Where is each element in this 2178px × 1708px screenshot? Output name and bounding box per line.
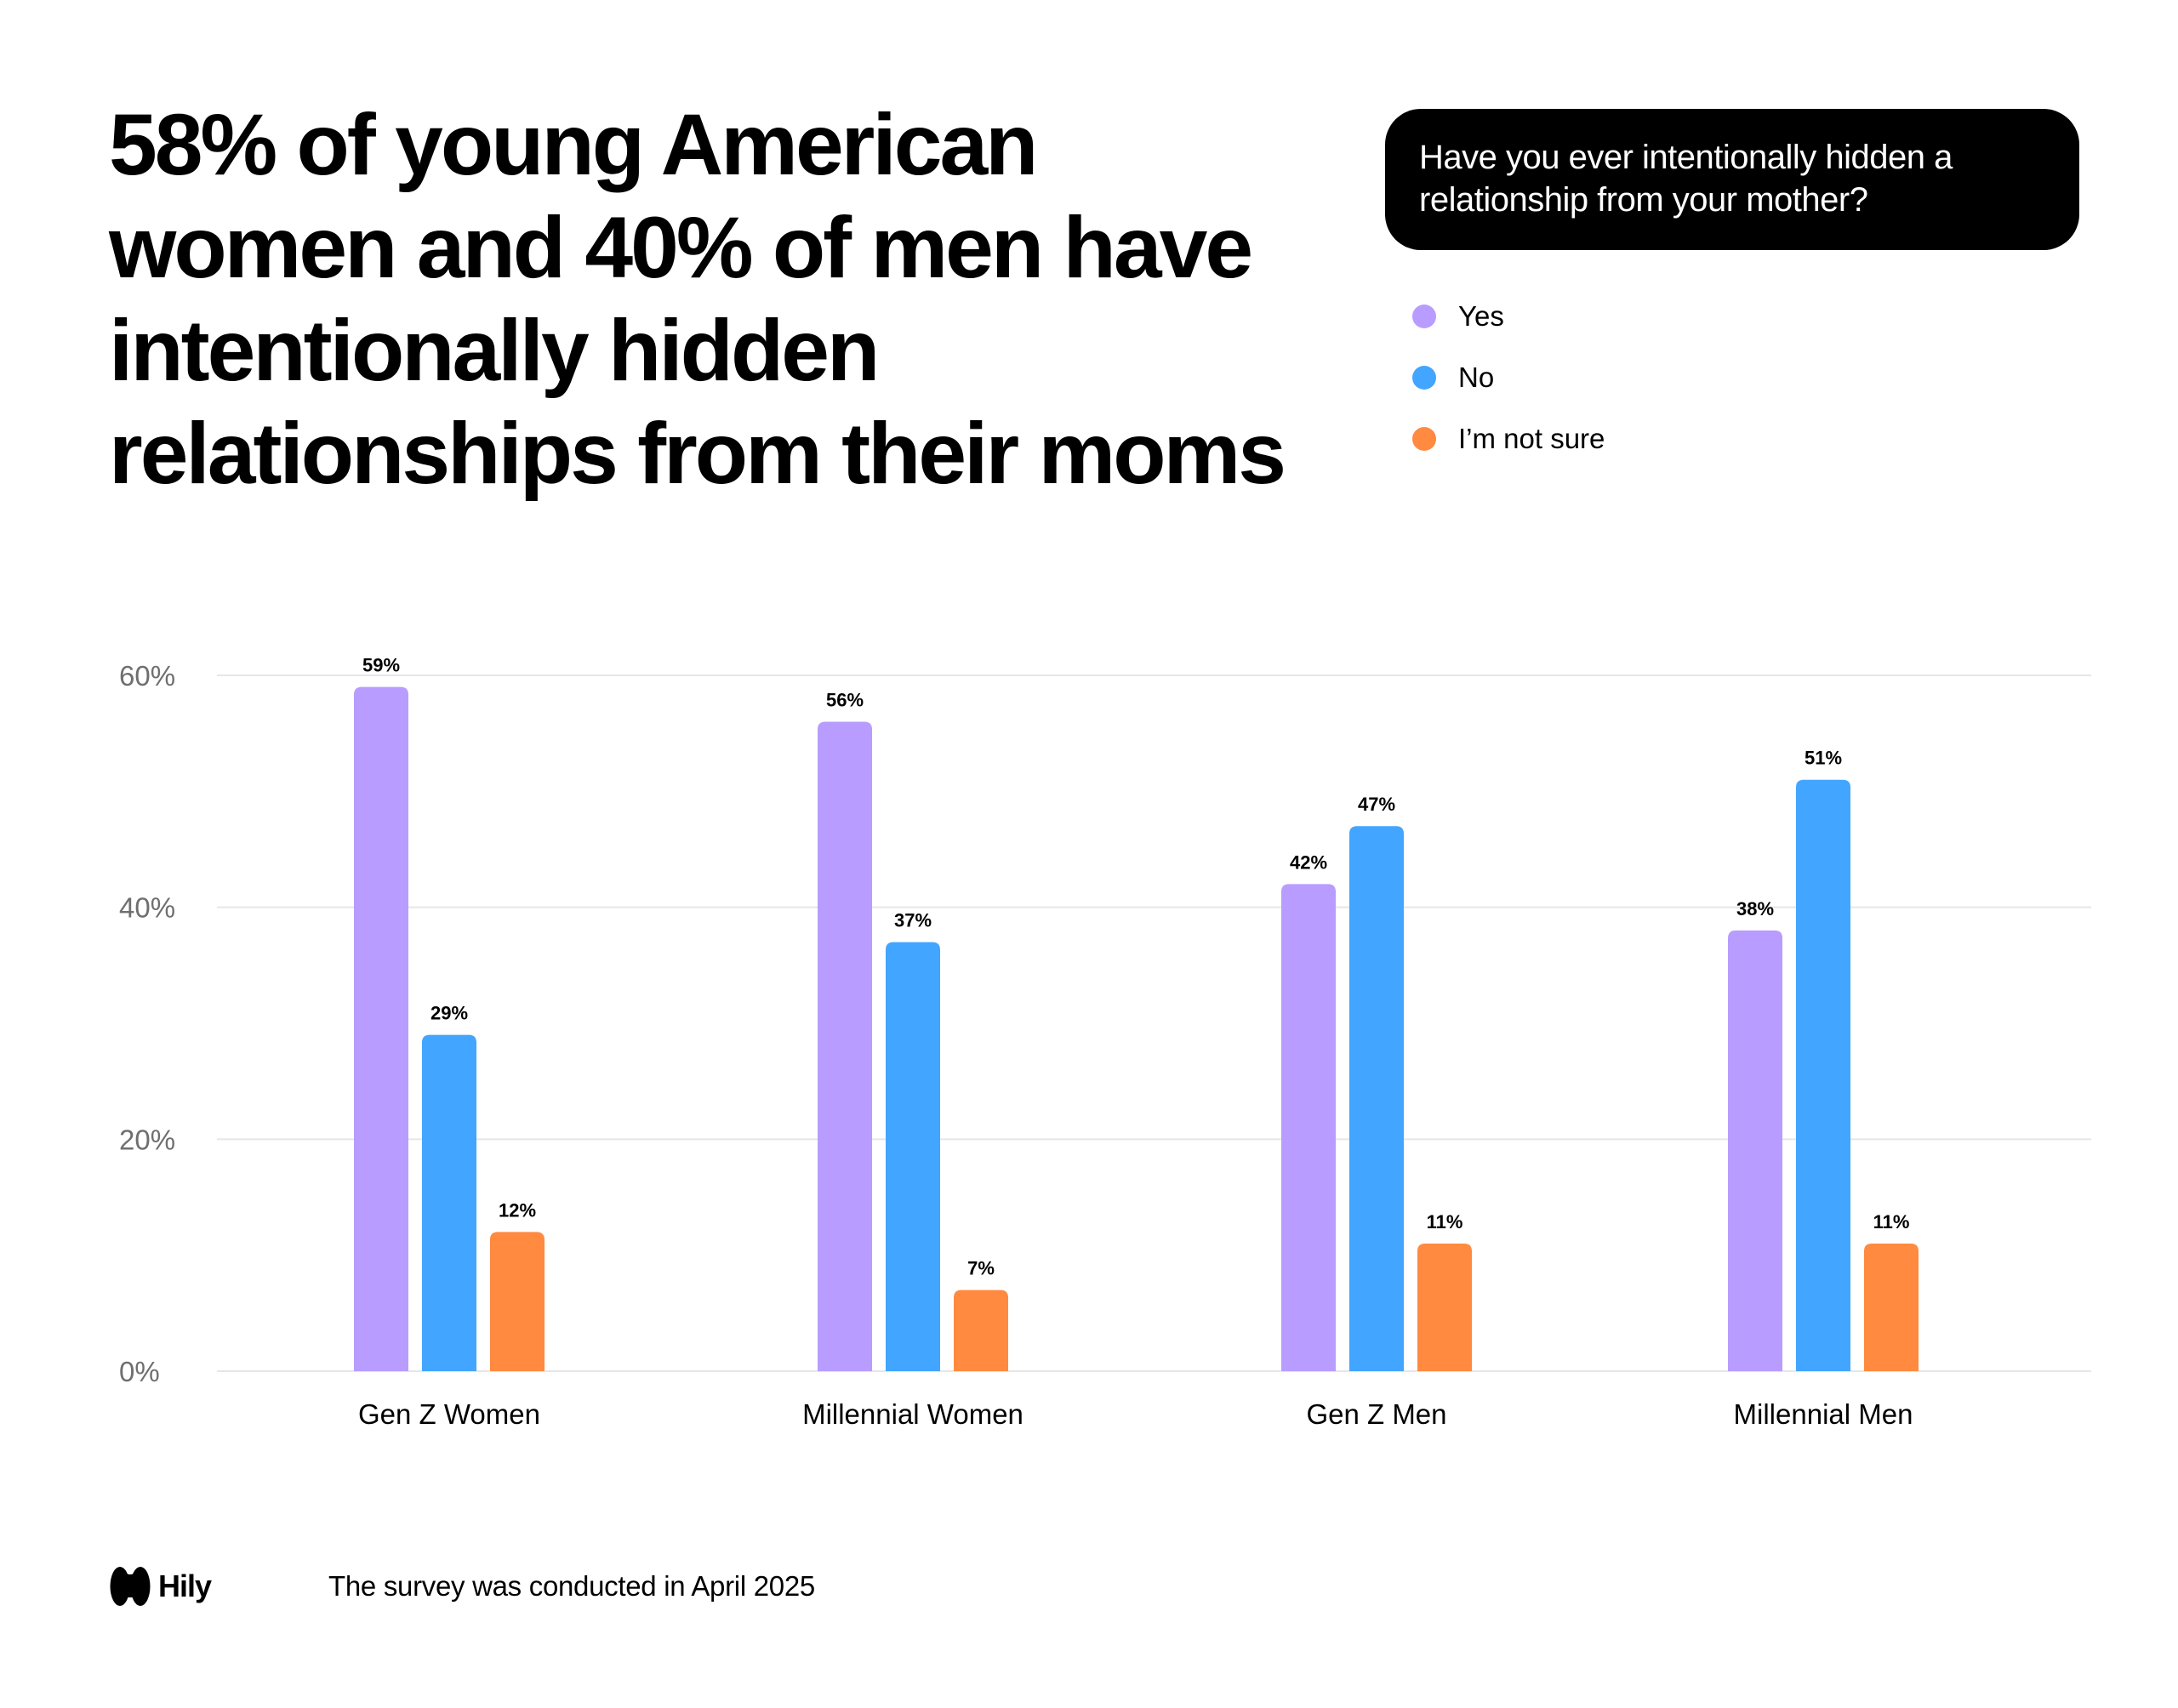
bar: [1281, 884, 1336, 1371]
y-tick-label: 40%: [119, 892, 175, 924]
headline-line: 58% of young American: [109, 96, 1038, 193]
data-label: 59%: [362, 655, 400, 676]
bar: [354, 686, 408, 1371]
bar: [886, 942, 940, 1371]
bar: [1864, 1244, 1919, 1371]
x-tick-label: Gen Z Women: [358, 1398, 540, 1430]
legend-item-no: No: [1412, 347, 1605, 408]
hily-logo-text: Hily: [158, 1569, 212, 1603]
bar: [490, 1232, 544, 1371]
legend-label-not-sure: I’m not sure: [1458, 423, 1605, 454]
legend-item-not-sure: I’m not sure: [1412, 408, 1605, 470]
headline-line: intentionally hidden: [109, 302, 880, 399]
data-label: 12%: [499, 1199, 536, 1221]
hily-logo: Hily: [109, 1563, 212, 1609]
headline-line: women and 40% of men have: [109, 199, 1253, 296]
bar: [954, 1290, 1008, 1371]
x-tick-label: Millennial Women: [802, 1398, 1023, 1430]
data-label: 11%: [1873, 1211, 1910, 1233]
data-label: 56%: [826, 690, 864, 711]
data-label: 42%: [1290, 851, 1327, 873]
data-label: 7%: [967, 1258, 995, 1279]
hily-logo-icon: [110, 1567, 151, 1606]
bar: [422, 1034, 476, 1371]
data-label: 38%: [1736, 898, 1774, 919]
chart-legend: Yes No I’m not sure: [1412, 286, 1605, 470]
y-tick-label: 0%: [119, 1356, 160, 1387]
data-label: 51%: [1805, 748, 1842, 769]
data-label: 11%: [1427, 1211, 1463, 1233]
question-box: Have you ever intentionally hidden a rel…: [1385, 109, 2079, 250]
x-tick-label: Gen Z Men: [1306, 1398, 1446, 1430]
data-label: 47%: [1358, 794, 1395, 815]
legend-dot-not-sure: [1412, 427, 1436, 451]
bar: [1417, 1244, 1472, 1371]
bar: [1349, 826, 1404, 1371]
survey-note: The survey was conducted in April 2025: [328, 1570, 815, 1602]
y-tick-label: 20%: [119, 1124, 175, 1155]
legend-label-no: No: [1458, 362, 1495, 393]
legend-item-yes: Yes: [1412, 286, 1605, 347]
bar: [818, 721, 872, 1371]
bar: [1728, 930, 1782, 1371]
data-label: 37%: [894, 910, 932, 931]
x-tick-label: Millennial Men: [1734, 1398, 1913, 1430]
bar-chart: 0% 20% 40% 60% 59% 56% 42% 38% 29% 37% 47% 51% 12% 7%…: [119, 655, 2091, 1430]
bar: [1796, 779, 1850, 1371]
legend-label-yes: Yes: [1458, 300, 1504, 332]
headline-line: relationships from their moms: [109, 405, 1286, 502]
headline: 58% of young American women and 40% of m…: [109, 94, 1368, 505]
y-tick-label: 60%: [119, 660, 175, 692]
legend-dot-no: [1412, 366, 1436, 390]
question-text: Have you ever intentionally hidden a rel…: [1419, 139, 1953, 219]
data-label: 29%: [430, 1003, 468, 1024]
legend-dot-yes: [1412, 305, 1436, 328]
